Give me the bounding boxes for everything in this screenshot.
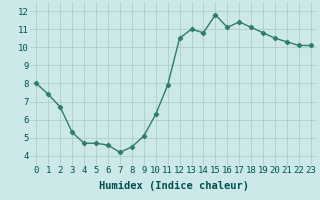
- X-axis label: Humidex (Indice chaleur): Humidex (Indice chaleur): [99, 181, 249, 191]
